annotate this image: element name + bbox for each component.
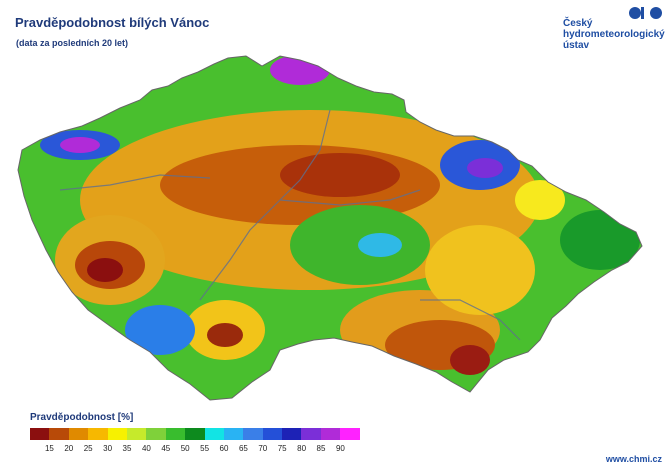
legend-swatch: [165, 428, 186, 440]
logo-line: hydrometeorologický: [563, 29, 665, 40]
rivers: [59, 109, 521, 341]
legend-swatch: [88, 428, 108, 440]
legend-swatch: [107, 428, 127, 440]
legend-swatch: [126, 428, 147, 440]
legend-tick-label: 85: [316, 444, 326, 453]
legend-swatch: [185, 428, 205, 440]
legend-swatch: [30, 428, 50, 440]
legend-swatch: [243, 428, 263, 440]
legend-swatch: [262, 428, 283, 440]
legend-tick-label: 35: [122, 444, 132, 453]
legend-swatch: [204, 428, 224, 440]
legend-swatch: [49, 428, 69, 440]
legend-swatch: [68, 428, 89, 440]
legend-tick-label: 65: [238, 444, 248, 453]
legend-ticks: 15 20 25 30 35 40 45 50 55 60 65 70 75 80 85 90: [30, 444, 380, 456]
map-title: Pravděpodobnost bílých Vánoc: [15, 15, 210, 30]
legend-tick-label: 55: [200, 444, 210, 453]
legend-tick-label: 15: [44, 444, 54, 453]
website-url[interactable]: www.chmi.cz: [605, 454, 662, 464]
legend-tick-label: 70: [258, 444, 268, 453]
legend-tick-label: 40: [141, 444, 151, 453]
legend-tick-label: 80: [297, 444, 307, 453]
legend-swatch: [320, 428, 341, 440]
chmi-logo-text: Český hydrometeorologický ústav: [563, 18, 665, 51]
legend-tick-label: 75: [277, 444, 287, 453]
legend-swatch: [223, 428, 244, 440]
logo-line: Český: [563, 18, 593, 29]
legend-swatch: [146, 428, 166, 440]
legend-tick-label: 50: [180, 444, 190, 453]
chmi-logo-icon: [629, 7, 662, 19]
legend-tick-label: 30: [103, 444, 113, 453]
logo-line: ústav: [563, 40, 590, 51]
legend-tick-label: 60: [219, 444, 229, 453]
legend-tick-label: 25: [83, 444, 93, 453]
legend-tick-label: 20: [64, 444, 74, 453]
legend-tick-label: 90: [335, 444, 345, 453]
legend-swatch: [301, 428, 321, 440]
legend-swatch: [282, 428, 302, 440]
map-subtitle: (data za posledních 20 let): [16, 38, 129, 48]
legend-swatch: [340, 428, 360, 440]
legend-tick-label: 45: [161, 444, 171, 453]
legend-color-bar: [30, 428, 360, 440]
legend-title: Pravděpodobnost [%]: [30, 412, 134, 423]
